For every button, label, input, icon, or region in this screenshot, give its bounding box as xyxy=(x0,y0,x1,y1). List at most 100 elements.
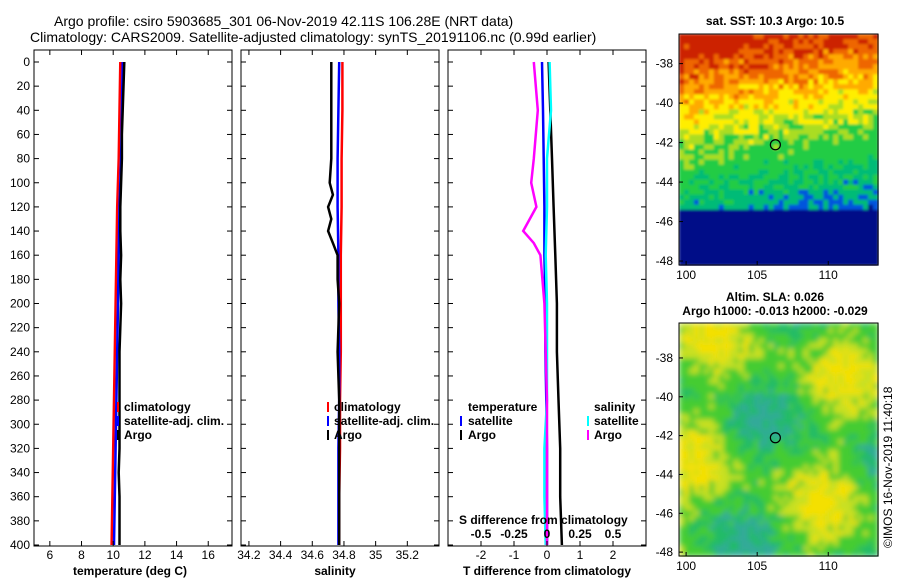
sst-map-cell xyxy=(679,94,685,100)
sst-map-cell xyxy=(863,214,869,221)
sla-map-cell xyxy=(843,505,849,511)
sla-map-cell xyxy=(813,550,819,557)
sst-map-cell xyxy=(748,129,755,135)
sst-map-cell xyxy=(728,224,735,231)
sla-map-cell xyxy=(873,409,879,415)
sla-map-cell xyxy=(818,515,824,522)
sst-map-cell xyxy=(868,69,874,75)
sst-map-cell xyxy=(813,234,819,241)
sla-map-cell xyxy=(863,409,869,415)
sla-map-cell xyxy=(828,373,834,380)
sla-map-cell xyxy=(763,348,770,354)
sst-map-cell xyxy=(689,214,695,221)
sla-map-cell xyxy=(733,424,740,430)
sla-map-cell xyxy=(679,328,685,334)
sst-map-cell xyxy=(848,239,854,246)
sla-map-cell xyxy=(773,404,780,410)
sst-map-cell xyxy=(828,39,834,45)
sla-map-cell xyxy=(708,414,715,420)
sla-map-cell xyxy=(798,530,804,537)
sla-map-cell xyxy=(803,530,809,537)
sla-map-cell xyxy=(723,520,730,527)
sla-map-cell xyxy=(698,378,705,385)
sla-map-cell xyxy=(798,404,804,410)
sst-map-cell xyxy=(708,204,715,211)
sal-series-argo xyxy=(326,62,341,545)
sst-map-cell xyxy=(758,179,765,186)
sla-map-cell xyxy=(763,419,770,425)
sst-map-cell xyxy=(813,34,819,40)
sst-map-cell xyxy=(743,260,750,266)
sst-map-cell xyxy=(728,139,735,146)
sla-map-cell xyxy=(853,429,859,436)
sla-map-cell xyxy=(753,535,760,542)
sst-map-cell xyxy=(718,174,725,181)
sla-map-cell xyxy=(679,414,685,420)
sst-map-cell xyxy=(843,99,849,105)
sst-map-cell xyxy=(788,194,795,201)
sst-map-cell xyxy=(679,260,685,266)
sla-map-cell xyxy=(778,323,785,329)
sst-map-cell xyxy=(813,219,819,226)
sst-map-cell xyxy=(748,255,755,261)
sst-map-cell xyxy=(803,189,809,196)
sst-map-cell xyxy=(778,39,785,45)
sla-map-cell xyxy=(684,505,690,511)
sst-map-cell xyxy=(703,99,710,105)
sla-map-cell xyxy=(818,419,824,425)
sla-map-cell xyxy=(718,545,725,552)
sla-map-cell xyxy=(783,454,790,461)
sst-map-cell xyxy=(768,89,775,95)
sst-map-cell xyxy=(733,199,740,206)
sla-map-cell xyxy=(689,475,695,481)
sla-map-cell xyxy=(818,530,824,537)
sla-map-cell xyxy=(708,409,715,415)
sst-map-cell xyxy=(823,149,829,156)
sst-map-cell xyxy=(698,99,705,105)
sst-map-cell xyxy=(848,144,854,151)
sla-map-cell xyxy=(873,475,879,481)
sst-map-cell xyxy=(853,59,859,65)
sla-map-cell xyxy=(858,373,864,380)
sst-map-cell xyxy=(803,164,809,171)
sst-xtick-label: 100 xyxy=(676,268,696,282)
sla-map-cell xyxy=(684,545,690,552)
sst-map-cell xyxy=(718,94,725,100)
sla-map-cell xyxy=(798,323,804,329)
sst-map-cell xyxy=(698,229,705,236)
sst-map-cell xyxy=(703,124,710,130)
sla-map-cell xyxy=(803,353,809,360)
sst-map-cell xyxy=(868,149,874,156)
sla-map-cell xyxy=(713,495,720,501)
sst-map-cell xyxy=(868,99,874,105)
sst-map-cell xyxy=(733,139,740,146)
sst-map-cell xyxy=(679,144,685,151)
sla-map-cell xyxy=(798,515,804,522)
sst-map-cell xyxy=(798,199,804,206)
sst-map-cell xyxy=(798,69,804,75)
sst-map-cell xyxy=(743,114,750,120)
sla-map-cell xyxy=(733,475,740,481)
sst-map-cell xyxy=(788,260,795,266)
sla-map-cell xyxy=(738,485,745,491)
sst-map-cell xyxy=(713,179,720,186)
sst-map-cell xyxy=(768,164,775,171)
sst-map-cell xyxy=(693,204,700,211)
sst-map-cell xyxy=(783,184,790,191)
sst-map-cell xyxy=(748,59,755,65)
sla-map-cell xyxy=(743,525,750,532)
sst-map-cell xyxy=(733,49,740,55)
sla-map-cell xyxy=(763,485,770,491)
sst-map-cell xyxy=(843,224,849,231)
sst-map-cell xyxy=(728,49,735,55)
sst-map-cell xyxy=(713,44,720,50)
sla-map-cell xyxy=(703,464,710,471)
sst-map-cell xyxy=(708,59,715,65)
sla-map-cell xyxy=(873,419,879,425)
sst-map-cell xyxy=(768,114,775,120)
temperature-legend: climatology satellite-adj. clim. Argo xyxy=(117,400,224,442)
sla-map-cell xyxy=(743,393,750,400)
sla-map-cell xyxy=(793,469,799,476)
sst-map-cell xyxy=(748,184,755,191)
sla-map-cell xyxy=(753,409,760,415)
